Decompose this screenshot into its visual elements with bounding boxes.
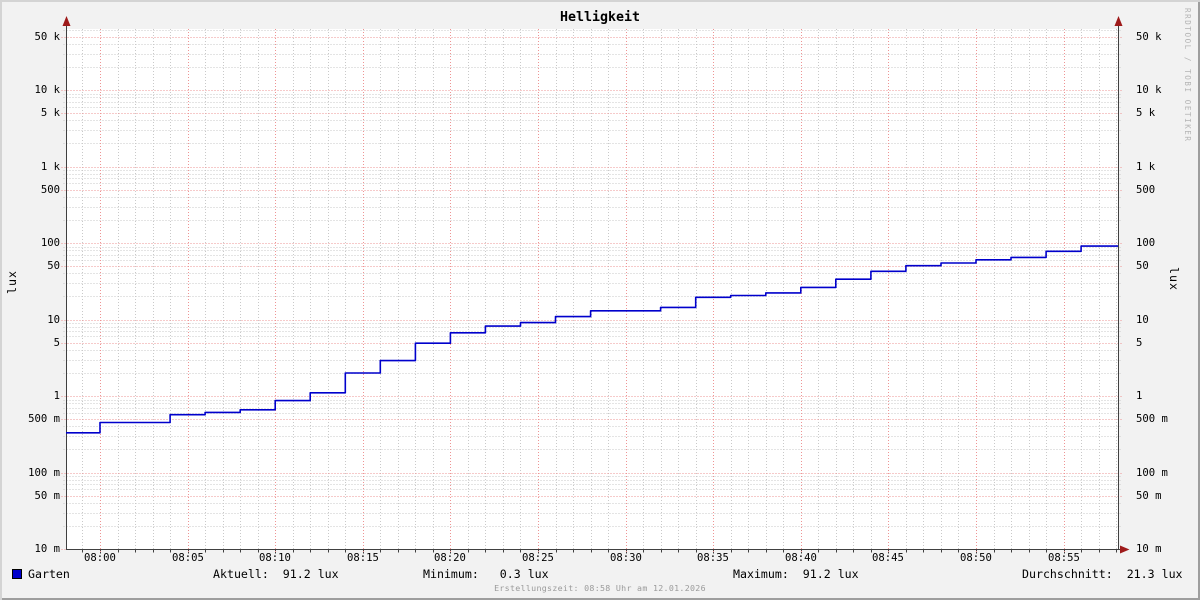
y-tick-label-left: 500 m xyxy=(28,413,60,425)
y-tick-label-right: 500 xyxy=(1136,184,1156,196)
x-tick-label: 08:10 xyxy=(259,552,291,564)
y-tick-label-left: 1 k xyxy=(40,161,60,173)
creation-time-footer: Erstellungszeit: 08:58 Uhr am 12.01.2026 xyxy=(494,583,706,593)
x-tick-label: 08:35 xyxy=(697,552,729,564)
x-tick-label: 08:45 xyxy=(872,552,904,564)
x-tick-label: 08:20 xyxy=(434,552,466,564)
x-tick-label: 08:40 xyxy=(785,552,817,564)
stat-durchschnitt: Durchschnitt: 21.3 lux xyxy=(1022,567,1183,581)
y-tick-label-left: 50 xyxy=(47,260,60,272)
y-tick-label-left: 5 xyxy=(53,337,60,349)
stat-minimum: Minimum: 0.3 lux xyxy=(423,567,549,581)
y-tick-label-left: 100 xyxy=(40,237,60,249)
y-axis-unit-left: lux xyxy=(5,270,19,294)
y-tick-label-right: 10 xyxy=(1136,314,1149,326)
legend-color-swatch xyxy=(12,569,22,579)
y-tick-label-right: 100 m xyxy=(1136,467,1168,479)
x-tick-label: 08:55 xyxy=(1048,552,1080,564)
y-tick-label-left: 5 k xyxy=(40,107,60,119)
y-tick-label-right: 100 xyxy=(1136,237,1156,249)
x-tick-label: 08:15 xyxy=(347,552,379,564)
x-tick-label: 08:05 xyxy=(172,552,204,564)
y-tick-label-left: 10 xyxy=(47,314,60,326)
y-axis-unit-right: lux xyxy=(1167,267,1181,291)
series-line-garten xyxy=(66,245,1118,434)
y-tick-label-left: 10 m xyxy=(34,543,60,555)
y-tick-label-left: 1 xyxy=(53,390,60,402)
rrdtool-watermark: RRDTOOL / TOBI OETIKER xyxy=(1183,8,1192,143)
x-tick-label: 08:30 xyxy=(610,552,642,564)
y-tick-label-right: 50 m xyxy=(1136,490,1162,502)
y-tick-label-right: 10 k xyxy=(1136,84,1162,96)
y-tick-label-left: 10 k xyxy=(34,84,60,96)
y-tick-label-right: 1 xyxy=(1136,390,1143,402)
x-tick-label: 08:00 xyxy=(84,552,116,564)
x-tick-label: 08:25 xyxy=(522,552,554,564)
y-tick-label-right: 1 k xyxy=(1136,161,1156,173)
y-tick-label-right: 50 xyxy=(1136,260,1149,272)
stat-aktuell: Aktuell: 91.2 lux xyxy=(213,567,339,581)
stat-maximum: Maximum: 91.2 lux xyxy=(733,567,859,581)
y-tick-label-right: 50 k xyxy=(1136,31,1162,43)
y-tick-label-right: 10 m xyxy=(1136,543,1162,555)
legend-series-label: Garten xyxy=(28,567,70,581)
y-tick-label-left: 50 m xyxy=(34,490,60,502)
chart-title: Helligkeit xyxy=(559,10,641,25)
y-tick-label-left: 500 xyxy=(40,184,60,196)
y-tick-label-right: 5 xyxy=(1136,337,1143,349)
y-tick-label-left: 100 m xyxy=(28,467,60,479)
x-tick-label: 08:50 xyxy=(960,552,992,564)
y-tick-label-right: 500 m xyxy=(1136,413,1168,425)
y-tick-label-right: 5 k xyxy=(1136,107,1156,119)
y-tick-label-left: 50 k xyxy=(34,31,60,43)
